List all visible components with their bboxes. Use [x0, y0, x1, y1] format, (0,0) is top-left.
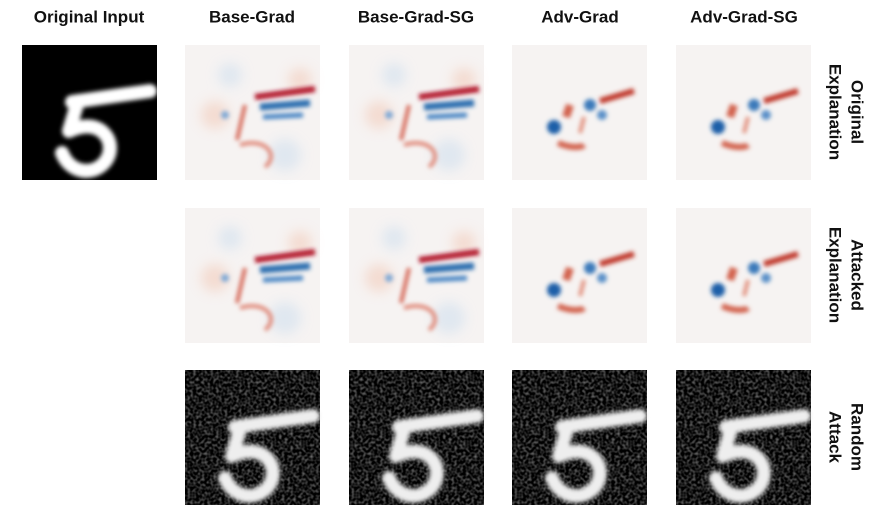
row-labels: Original Explanation Attacked Explanatio…	[826, 64, 867, 471]
noisy-image	[676, 370, 811, 505]
column-headers: Original Input Base-Grad Base-Grad-SG Ad…	[34, 7, 798, 26]
column-header: Adv-Grad	[541, 7, 618, 26]
row-label: Explanation	[826, 64, 845, 160]
explanation-grid	[185, 45, 811, 505]
heatmap	[349, 208, 484, 343]
heatmap	[185, 45, 320, 180]
row-label: Explanation	[826, 227, 845, 323]
noisy-image	[349, 370, 484, 505]
heatmap	[676, 208, 811, 343]
heatmap	[676, 45, 811, 180]
noisy-image	[185, 370, 320, 505]
heatmap	[512, 45, 647, 180]
column-header: Original Input	[34, 7, 145, 26]
column-header: Base-Grad-SG	[358, 7, 474, 26]
row-label: Random	[848, 403, 867, 471]
heatmap	[185, 208, 320, 343]
column-header: Adv-Grad-SG	[690, 7, 798, 26]
input-image	[22, 45, 157, 180]
row-label: Attacked	[848, 239, 867, 311]
heatmap	[512, 208, 647, 343]
row-label: Original	[848, 80, 867, 144]
noisy-image	[512, 370, 647, 505]
heatmap	[349, 45, 484, 180]
row-label: Attack	[826, 411, 845, 464]
column-header: Base-Grad	[209, 7, 295, 26]
